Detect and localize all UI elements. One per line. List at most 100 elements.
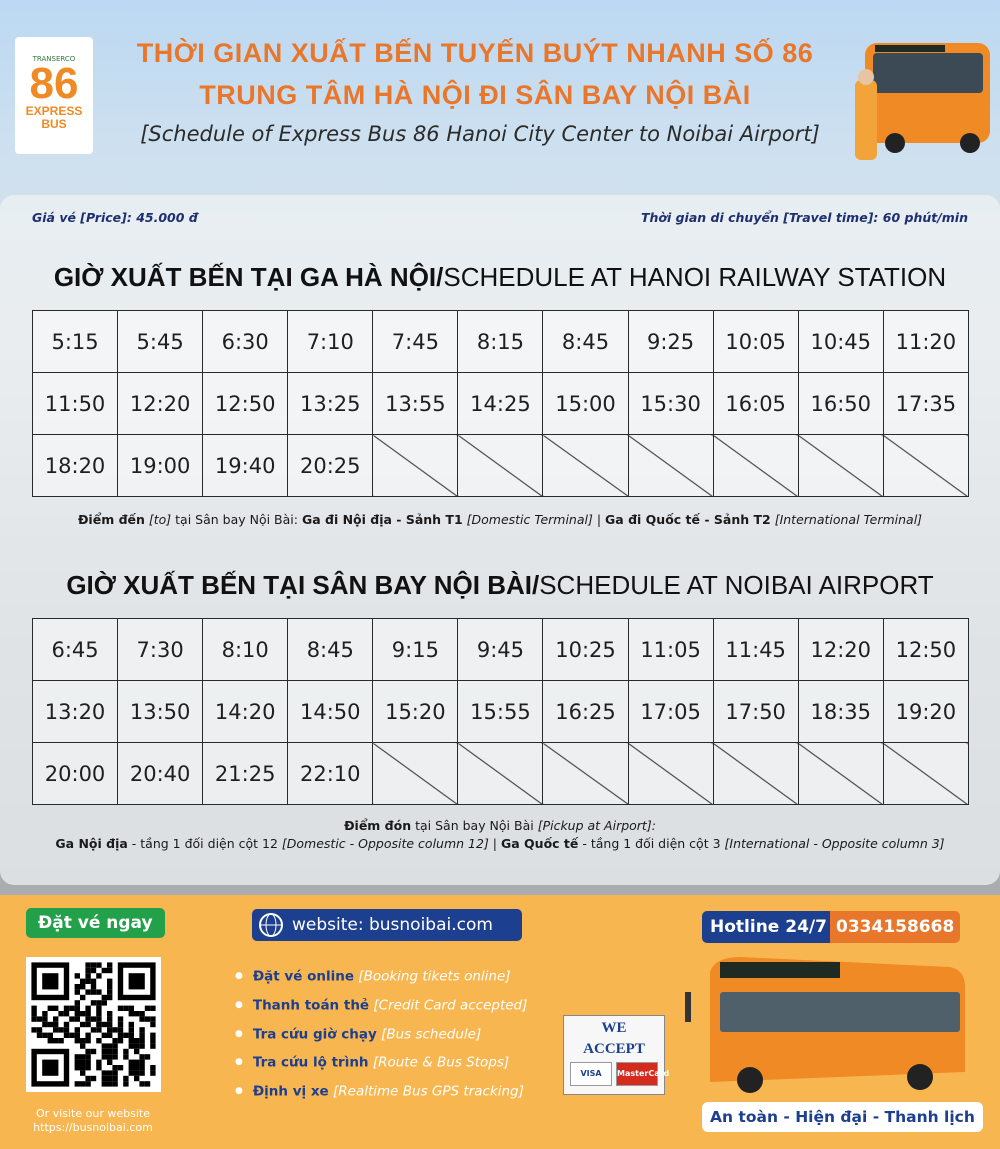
departure-time: 6:30	[202, 310, 289, 373]
departure-time: 22:10	[287, 742, 374, 805]
departure-time: 8:15	[457, 310, 544, 373]
note: Ga Nội địa - tầng 1 đối diện cột 12 [Dom…	[0, 836, 1000, 851]
departure-time: 7:10	[287, 310, 374, 373]
table-row: 5:15 5:45 6:30 7:10 7:45 8:15 8:45 9:25 10:05 10:…	[31, 310, 970, 373]
departure-time: 6:45	[31, 618, 119, 681]
empty-cell	[542, 742, 629, 805]
empty-cell	[457, 742, 544, 805]
departure-time: 14:25	[457, 372, 544, 435]
departure-time: 5:45	[117, 310, 204, 373]
visit-url[interactable]: https://busnoibai.com	[33, 1121, 153, 1134]
hotline-label: Hotline 24/7	[702, 911, 835, 943]
departure-time: 12:20	[797, 618, 884, 681]
feature-en: [Realtime Bus GPS tracking]	[333, 1083, 524, 1100]
feature-main: Tra cứu giờ chạy	[252, 1025, 377, 1042]
note-text: [Domestic Terminal]	[462, 512, 593, 527]
departure-time: 5:15	[31, 310, 119, 373]
note-text: tại Sân bay Nội Bài:	[171, 512, 302, 527]
note-text: [International Terminal]	[770, 512, 923, 527]
departure-time: 19:00	[117, 434, 204, 497]
note-text: Điểm đến	[77, 512, 145, 527]
note-text: - tầng 1 đối diện cột 3	[578, 836, 725, 851]
departure-time: 11:20	[882, 310, 970, 373]
departure-time: 11:05	[627, 618, 714, 681]
hotline-number[interactable]: 0334158668	[830, 911, 961, 943]
note-text: tại Sân bay Nội Bài	[411, 818, 538, 833]
logo: TRANSERCO 86 EXPRESS BUS	[15, 37, 93, 154]
departure-time: 17:05	[627, 680, 714, 743]
departure-time: 10:25	[542, 618, 629, 681]
note-text: Ga Quốc tế	[501, 836, 579, 851]
departure-time: 11:45	[712, 618, 799, 681]
section-heading: GIỜ XUẤT BẾN TẠI SÂN BAY NỘI BÀI/SCHEDUL…	[0, 570, 1000, 601]
departure-time: 8:45	[287, 618, 374, 681]
heading-vi: GIỜ XUẤT BẾN TẠI GA HÀ NỘI/	[53, 262, 444, 292]
note-text: [International - Opposite column 3]	[724, 836, 945, 851]
feature-item: Tra cứu giờ chạy [Bus schedule]	[235, 1020, 527, 1049]
departure-time: 20:25	[287, 434, 374, 497]
empty-cell	[712, 742, 799, 805]
card-logo: VISA	[570, 1062, 612, 1086]
departure-time: 18:20	[31, 434, 119, 497]
visit-text: Or visite our website	[36, 1107, 150, 1120]
departure-time: 7:45	[372, 310, 459, 373]
heading-en: SCHEDULE AT NOIBAI AIRPORT	[539, 570, 934, 600]
empty-cell	[712, 434, 799, 497]
empty-cell	[882, 742, 970, 805]
schedule-table: 5:15 5:45 6:30 7:10 7:45 8:15 8:45 9:25 10:05 10:…	[31, 310, 970, 497]
schedule-table: 6:45 7:30 8:10 8:45 9:15 9:45 10:25 11:05 11:45 1…	[31, 618, 970, 805]
payment-accept: WE ACCEPT VISA MasterCard	[563, 1015, 669, 1095]
bus-illustration	[685, 957, 965, 1093]
departure-time: 21:25	[202, 742, 289, 805]
departure-time: 15:55	[457, 680, 544, 743]
empty-cell	[627, 742, 714, 805]
feature-en: [Booking tikets online]	[358, 968, 511, 985]
departure-time: 9:25	[627, 310, 714, 373]
note-text: [Pickup at Airport]:	[537, 818, 656, 833]
departure-time: 12:20	[117, 372, 204, 435]
departure-time: 12:50	[202, 372, 289, 435]
heading-en: SCHEDULE AT HANOI RAILWAY STATION	[443, 262, 947, 292]
note-text: Ga Nội địa	[55, 836, 128, 851]
website-link[interactable]: website: busnoibai.com	[252, 909, 522, 941]
departure-time: 13:55	[372, 372, 459, 435]
bus-illustration	[855, 43, 990, 160]
departure-time: 10:05	[712, 310, 799, 373]
logo-brand: TRANSERCO	[32, 55, 76, 63]
book-button[interactable]: Đặt vé ngay	[26, 908, 165, 938]
departure-time: 19:40	[202, 434, 289, 497]
subtitle: [Schedule of Express Bus 86 Hanoi City C…	[140, 122, 820, 146]
departure-time: 18:35	[797, 680, 884, 743]
qr-code[interactable]	[26, 957, 161, 1092]
feature-main: Tra cứu lộ trình	[252, 1054, 369, 1071]
card-logo: MasterCard	[616, 1062, 669, 1086]
empty-cell	[797, 742, 884, 805]
departure-time: 12:50	[882, 618, 970, 681]
feature-en: [Bus schedule]	[381, 1025, 482, 1042]
departure-time: 15:20	[372, 680, 459, 743]
globe-icon	[259, 913, 283, 937]
travel-time: Thời gian di chuyển [Travel time]: 60 ph…	[640, 210, 968, 225]
note-text: |	[488, 836, 501, 851]
feature-main: Thanh toán thẻ	[252, 997, 370, 1013]
departure-time: 7:30	[117, 618, 204, 681]
departure-time: 15:00	[542, 372, 629, 435]
slogan: An toàn - Hiện đại - Thanh lịch	[702, 1102, 983, 1132]
accept-text: WE	[601, 1020, 627, 1036]
departure-time: 17:35	[882, 372, 970, 435]
departure-time: 16:25	[542, 680, 629, 743]
logo-name: EXPRESS	[25, 104, 83, 118]
empty-cell	[457, 434, 544, 497]
note-text: Ga đi Nội địa - Sảnh T1	[301, 512, 463, 527]
note-text: - tầng 1 đối diện cột 12	[127, 836, 282, 851]
accept-text: ACCEPT	[583, 1041, 645, 1057]
empty-cell	[882, 434, 970, 497]
table-row: 18:20 19:00 19:40 20:25	[31, 434, 970, 497]
feature-en: [Route & Bus Stops]	[372, 1054, 510, 1071]
empty-cell	[542, 434, 629, 497]
feature-item: Thanh toán thẻ [Credit Card accepted]	[235, 991, 528, 1020]
table-row: 11:50 12:20 12:50 13:25 13:55 14:25 15:00 15:30…	[31, 372, 970, 435]
note-text: [to]	[144, 512, 172, 527]
logo-name: BUS	[41, 117, 67, 131]
